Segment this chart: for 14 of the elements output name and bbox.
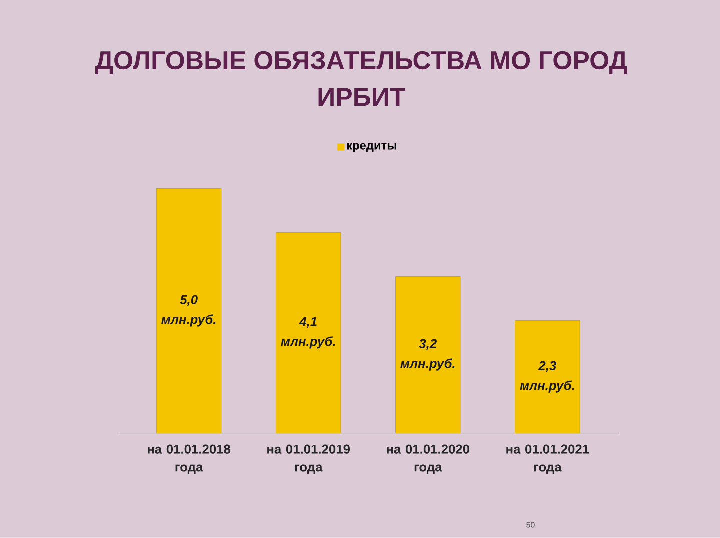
x-tick-label: на 01.01.2020 года	[387, 444, 470, 474]
data-label: 3,2 млн.руб.	[400, 339, 455, 371]
x-tick-label: на 01.01.2018 года	[148, 444, 231, 474]
bar	[396, 276, 461, 434]
data-label: 4,1 млн.руб.	[281, 317, 336, 349]
bar	[276, 232, 342, 434]
data-label: 5,0 млн.руб.	[162, 295, 216, 327]
bar	[156, 188, 222, 434]
legend-label: кредиты	[347, 143, 396, 152]
x-tick-label: на 01.01.2019 года	[268, 444, 350, 474]
data-label: 2,3 млн.руб.	[520, 361, 574, 393]
chart-title: ДОЛГОВЫЕ ОБЯЗАТЕЛЬСТВА МО ГОРОД ИРБИТ	[95, 51, 628, 106]
x-tick-label: на 01.01.2021 года	[506, 444, 590, 474]
bar	[515, 320, 580, 434]
